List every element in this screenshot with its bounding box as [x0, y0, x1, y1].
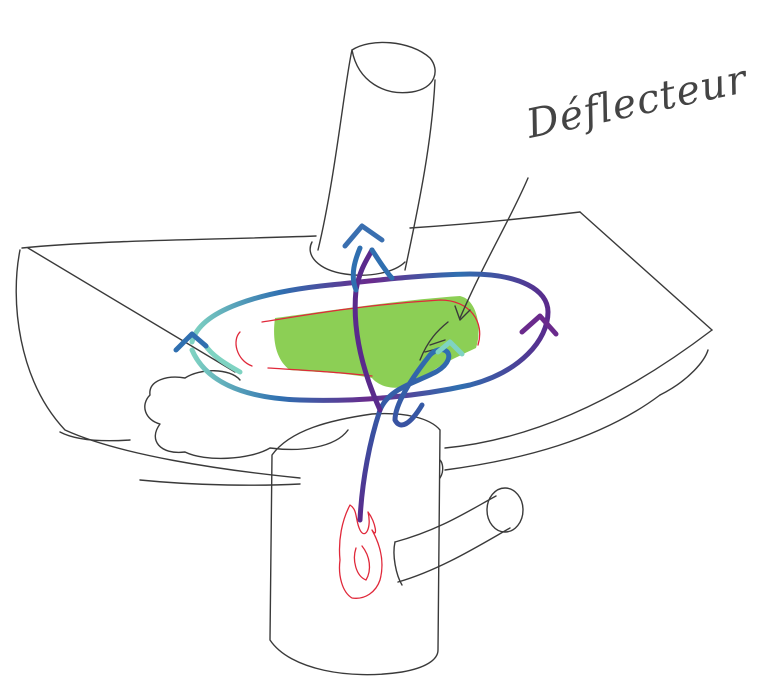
- right-arrow-icon: [519, 313, 559, 337]
- side-pipe: [393, 487, 524, 586]
- deflector-label: Déflecteur: [522, 56, 754, 148]
- left-arrow-icon: [173, 331, 209, 353]
- flame-icon: [338, 504, 383, 599]
- deflector-plate: [235, 296, 481, 388]
- up-arrow-icon: [342, 223, 385, 249]
- housing-outline: [15, 211, 713, 486]
- label-leader-line: [454, 177, 529, 321]
- top-pipe: [309, 41, 436, 276]
- rising-airflow: [342, 223, 465, 523]
- airflow-loop: [173, 271, 559, 403]
- bottom-pipe: [269, 412, 444, 676]
